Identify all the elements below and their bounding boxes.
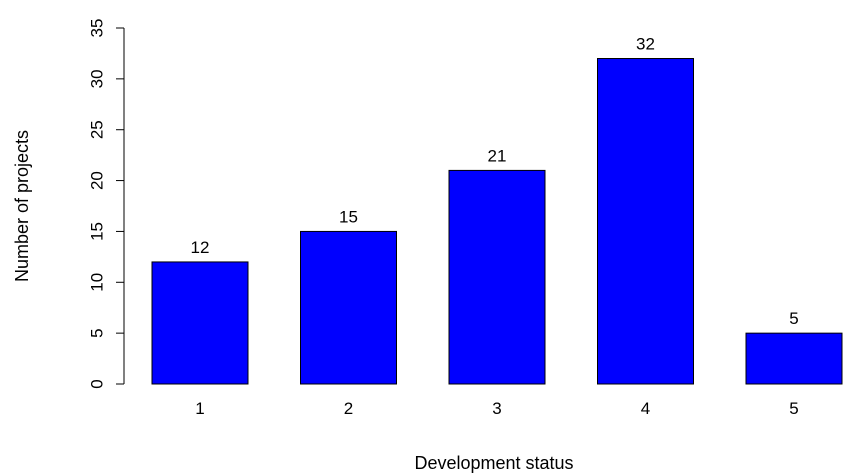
bar-4 [597, 58, 694, 385]
bar-value-label-4: 32 [636, 35, 655, 54]
bar-value-label-2: 15 [339, 207, 358, 226]
bar-value-labels: 12 15 21 32 5 [191, 35, 799, 329]
bar-value-label-1: 12 [191, 238, 210, 257]
y-axis-ticks: 0 5 10 15 20 25 30 35 [87, 19, 124, 389]
x-axis-tick-label-4: 4 [641, 399, 650, 418]
bar-2 [300, 230, 397, 385]
y-axis-label: Number of projects [12, 130, 32, 282]
y-axis-tick-label-15: 15 [87, 222, 106, 241]
bar-3 [448, 169, 546, 385]
x-axis-tick-label-2: 2 [344, 399, 353, 418]
y-axis-tick-label-5: 5 [87, 328, 106, 337]
y-axis: 0 5 10 15 20 25 30 35 [87, 19, 125, 389]
bar-value-label-5: 5 [789, 309, 798, 328]
y-axis-tick-label-30: 30 [87, 69, 106, 88]
x-axis-tick-label-5: 5 [789, 399, 798, 418]
y-axis-tick-label-25: 25 [87, 120, 106, 139]
bar-value-label-3: 21 [488, 146, 507, 165]
bar-5 [745, 332, 843, 385]
y-axis-tick-label-0: 0 [87, 379, 106, 388]
x-axis-label: Development status [414, 453, 573, 473]
bars-group [151, 58, 843, 385]
x-axis-tick-label-1: 1 [195, 399, 204, 418]
y-axis-tick-label-35: 35 [87, 19, 106, 38]
y-axis-tick-label-10: 10 [87, 273, 106, 292]
bar-1 [151, 261, 249, 385]
x-axis-tick-label-3: 3 [492, 399, 501, 418]
y-axis-tick-label-20: 20 [87, 171, 106, 190]
x-axis-tick-labels: 1 2 3 4 5 [195, 399, 798, 418]
